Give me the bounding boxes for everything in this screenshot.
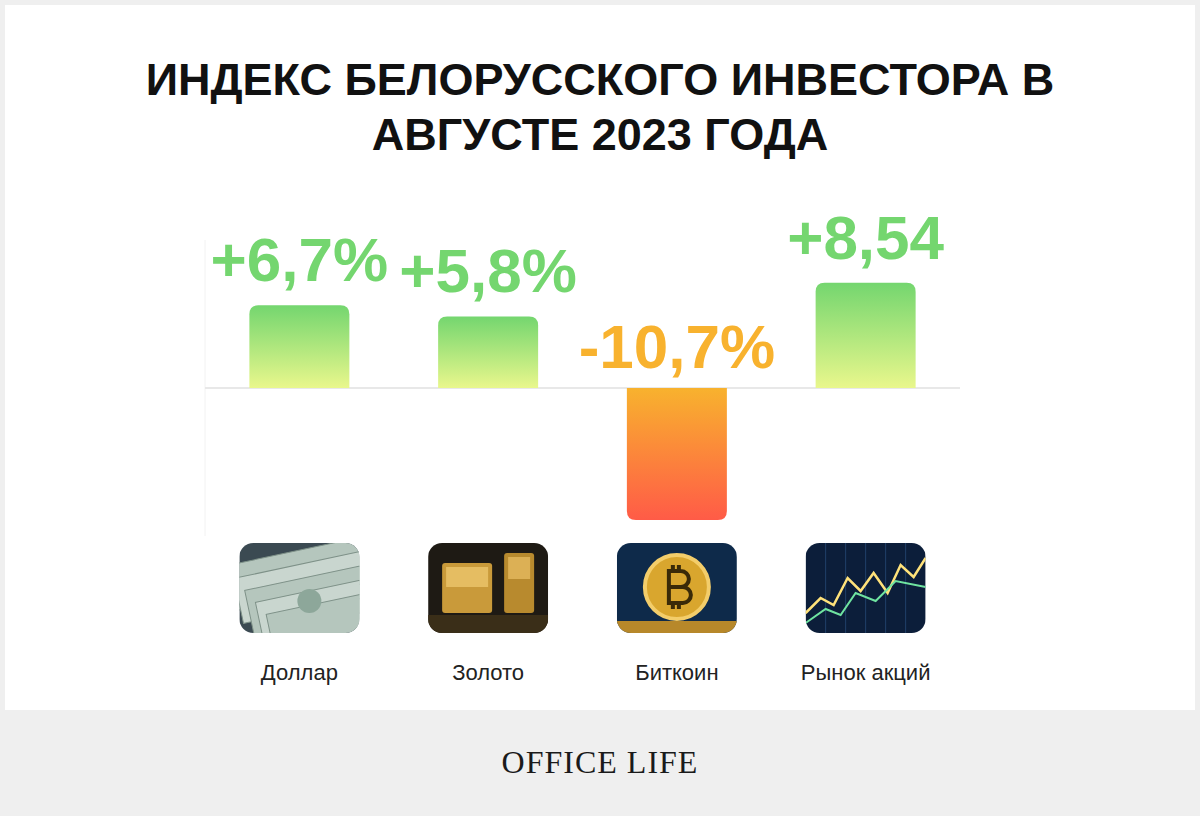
banknote [266, 583, 359, 633]
icon-grid [845, 543, 846, 633]
coin-symbol [669, 565, 691, 609]
icon-grid [825, 543, 826, 633]
bar [816, 283, 916, 388]
icon-grid [905, 543, 906, 633]
category-icon [806, 543, 926, 633]
coin-stack [617, 621, 737, 633]
icon-inner [806, 543, 926, 633]
coin [645, 555, 709, 619]
gold-bar [504, 553, 534, 613]
bars [249, 283, 915, 520]
title: ИНДЕКС БЕЛОРУССКОГО ИНВЕСТОРА ВАВГУСТЕ 2… [146, 54, 1055, 160]
category-icon [223, 535, 422, 659]
category-icon [428, 543, 548, 633]
gold-shine [508, 557, 530, 579]
data-label: +6,7% [211, 225, 389, 294]
chart-root: ИНДЕКС БЕЛОРУССКОГО ИНВЕСТОРА ВАВГУСТЕ 2… [0, 0, 1200, 816]
category-label: Биткоин [635, 660, 718, 685]
icon-grid [865, 543, 866, 633]
bar [627, 388, 727, 520]
data-label: +8,54 [787, 203, 944, 272]
icon-line [806, 558, 926, 613]
category-label: Доллар [261, 660, 338, 685]
card-background [5, 5, 1195, 710]
icon-inner [617, 543, 737, 633]
icon-bg [428, 543, 548, 633]
bar [249, 305, 349, 388]
icon-line [806, 581, 926, 623]
gold-reflection [428, 615, 548, 633]
data-labels: +6,7%+5,8%-10,7%+8,54 [211, 203, 945, 381]
title-line: АВГУСТЕ 2023 ГОДА [372, 109, 828, 160]
banknote-seal [297, 589, 321, 613]
data-label: +5,8% [399, 236, 577, 305]
data-label: -10,7% [579, 312, 775, 381]
icon-inner [428, 543, 548, 633]
category-label: Рынок акций [801, 660, 931, 685]
category-icon [617, 543, 737, 633]
footer-brand: OFFICE LIFE [502, 744, 699, 780]
icon-bg [617, 543, 737, 633]
gold-shine [446, 567, 488, 587]
title-line: ИНДЕКС БЕЛОРУССКОГО ИНВЕСТОРА В [146, 54, 1055, 105]
icon-bg [806, 543, 926, 633]
page-background [0, 0, 1200, 816]
bar [438, 316, 538, 388]
category-label: Золото [452, 660, 524, 685]
gold-bar [442, 563, 492, 613]
icon-inner [239, 543, 359, 633]
